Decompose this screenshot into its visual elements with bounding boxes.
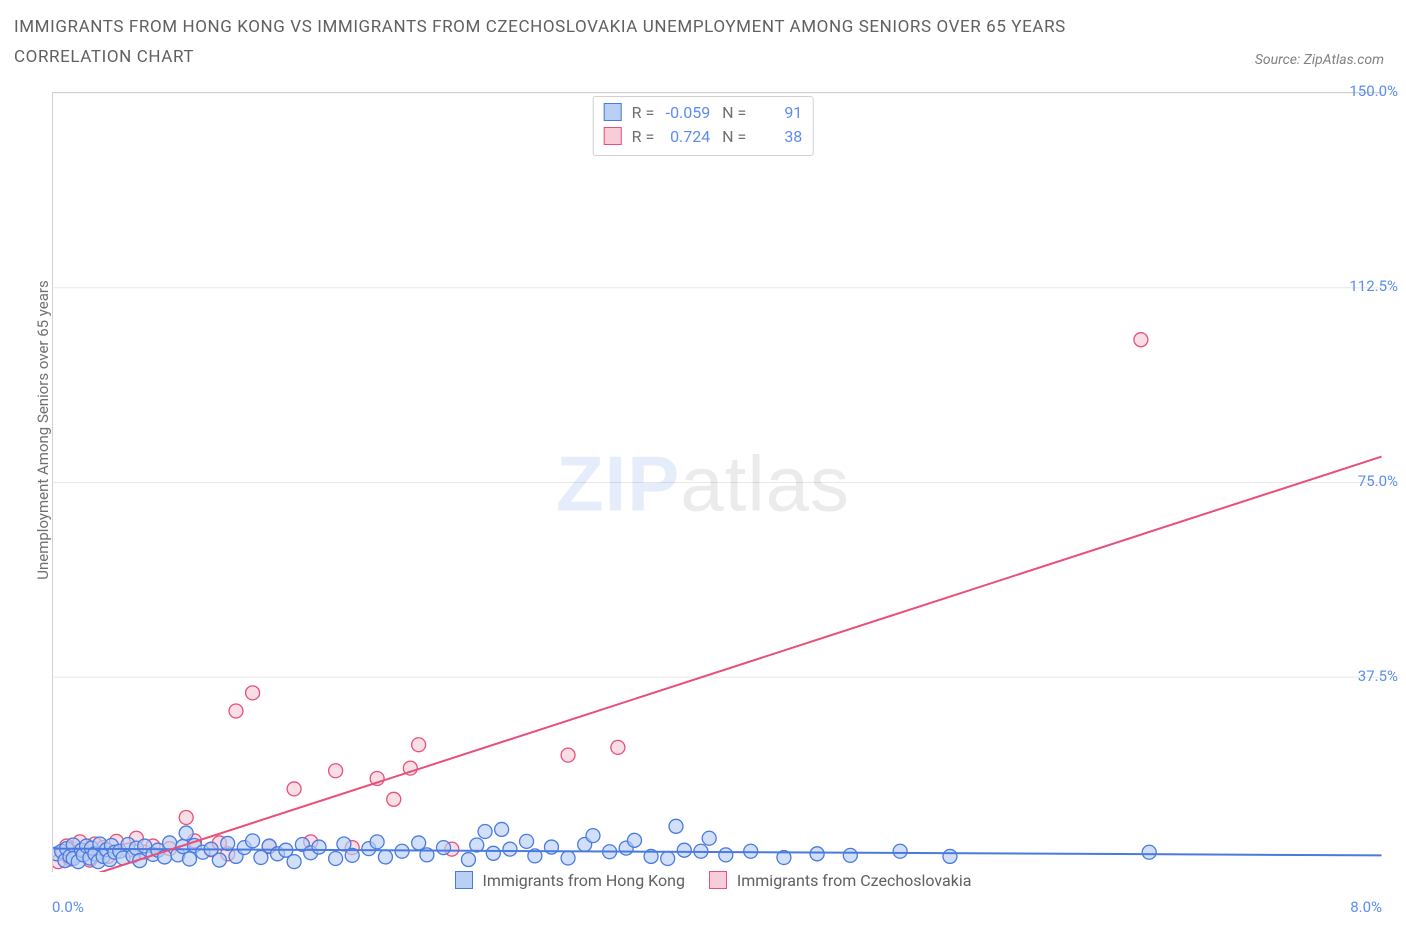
x-tick-max: 8.0%	[1350, 898, 1382, 916]
bottom-label-cz: Immigrants from Czechoslovakia	[737, 871, 972, 890]
source-label: Source: ZipAtlas.com	[1255, 52, 1384, 68]
legend-n-hk: 91	[750, 101, 802, 125]
legend-n-cz: 38	[750, 125, 802, 149]
chart-title-line1: IMMIGRANTS FROM HONG KONG VS IMMIGRANTS …	[14, 14, 1386, 41]
bottom-swatch-cz	[709, 871, 727, 889]
chart-title-line2: CORRELATION CHART	[14, 47, 1386, 67]
y-tick-label: 112.5%	[1349, 277, 1398, 295]
legend-r-hk: -0.059	[658, 101, 710, 125]
correlation-legend: R = -0.059 N = 91 R = 0.724 N = 38	[593, 96, 814, 156]
scatter-plot	[52, 92, 1382, 872]
bottom-legend: Immigrants from Hong Kong Immigrants fro…	[0, 871, 1406, 890]
y-tick-label: 37.5%	[1358, 667, 1398, 685]
bottom-swatch-hk	[455, 871, 473, 889]
y-tick-label: 150.0%	[1349, 82, 1398, 100]
legend-row-cz: R = 0.724 N = 38	[604, 125, 803, 149]
legend-r-cz: 0.724	[658, 125, 710, 149]
bottom-label-hk: Immigrants from Hong Kong	[483, 871, 685, 890]
chart-area	[52, 92, 1382, 872]
y-tick-label: 75.0%	[1358, 472, 1398, 490]
y-axis-label: Unemployment Among Seniors over 65 years	[34, 180, 52, 680]
legend-swatch-hk	[604, 103, 622, 121]
legend-row-hk: R = -0.059 N = 91	[604, 101, 803, 125]
legend-swatch-cz	[604, 127, 622, 145]
x-tick-min: 0.0%	[52, 898, 84, 916]
